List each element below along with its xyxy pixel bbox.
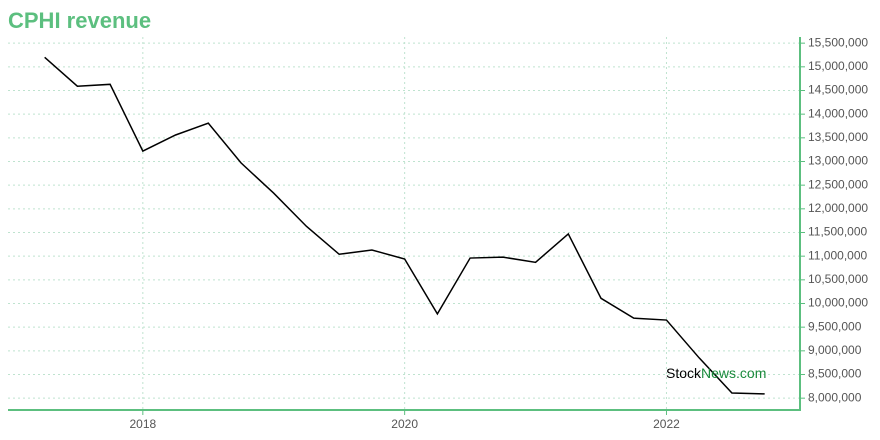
watermark-part: News.com: [701, 365, 766, 381]
x-tick-label: 2022: [653, 417, 680, 431]
y-tick-label: 8,500,000: [808, 367, 862, 381]
y-tick-label: 10,500,000: [808, 272, 868, 286]
y-tick-label: 12,000,000: [808, 201, 868, 215]
y-tick-label: 11,500,000: [808, 225, 867, 239]
y-tick-label: 14,000,000: [808, 106, 868, 120]
x-tick-label: 2018: [129, 417, 156, 431]
y-tick-label: 15,500,000: [808, 35, 868, 49]
y-tick-label: 9,500,000: [808, 319, 862, 333]
watermark: StockNews.com: [666, 365, 766, 381]
y-tick-label: 13,500,000: [808, 130, 868, 144]
y-tick-label: 9,000,000: [808, 343, 862, 357]
line-series: [44, 56, 765, 395]
chart-title: CPHI revenue: [8, 8, 151, 33]
y-tick-label: 11,000,000: [808, 248, 867, 262]
y-tick-label: 8,000,000: [808, 390, 862, 404]
y-tick-label: 15,000,000: [808, 59, 868, 73]
y-tick-label: 10,000,000: [808, 296, 868, 310]
x-tick-label: 2020: [391, 417, 418, 431]
y-tick-label: 12,500,000: [808, 177, 868, 191]
y-tick-label: 13,000,000: [808, 154, 868, 168]
watermark-part: Stock: [666, 365, 702, 381]
y-tick-label: 14,500,000: [808, 83, 868, 97]
